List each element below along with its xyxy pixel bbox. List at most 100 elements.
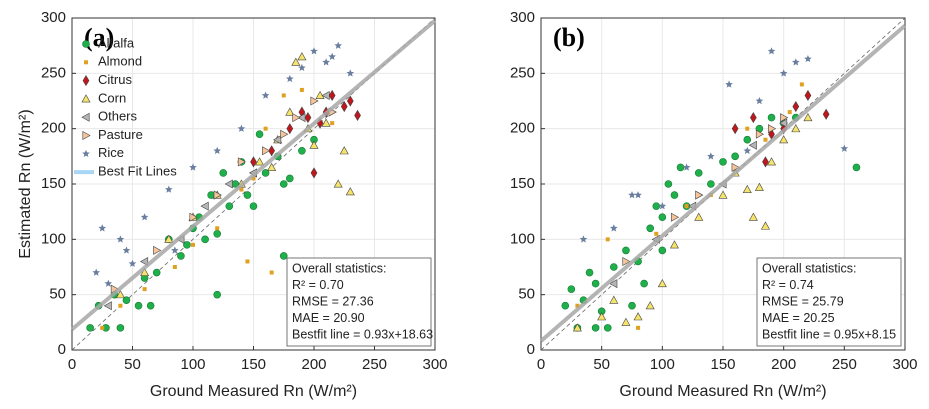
point xyxy=(754,182,764,191)
legend-label: Rice xyxy=(98,145,124,160)
point xyxy=(780,113,789,123)
panel-title: (a) xyxy=(84,23,114,52)
point xyxy=(118,303,123,308)
point xyxy=(742,184,752,194)
stats-text: MAE = 20.25 xyxy=(762,311,835,325)
point xyxy=(654,231,659,236)
x-tick-label: 250 xyxy=(832,356,857,373)
x-tick-label: 50 xyxy=(593,356,610,373)
point xyxy=(621,317,631,326)
point xyxy=(104,279,113,287)
point xyxy=(628,301,636,310)
point xyxy=(255,130,264,138)
point xyxy=(591,279,600,288)
point xyxy=(189,163,197,171)
point xyxy=(731,123,739,135)
point xyxy=(791,124,801,133)
y-tick-label: 150 xyxy=(510,175,535,192)
point xyxy=(322,58,330,66)
legend-marker xyxy=(82,75,90,87)
point xyxy=(346,69,355,77)
x-tick-label: 150 xyxy=(710,356,735,373)
stats-text: Bestfit line = 0.95x+8.15 xyxy=(762,327,896,341)
point xyxy=(334,41,343,49)
point xyxy=(268,145,275,157)
point xyxy=(749,112,757,124)
point xyxy=(251,176,256,181)
point xyxy=(804,89,812,102)
y-tick-label: 50 xyxy=(49,286,66,303)
point xyxy=(676,163,685,172)
point xyxy=(670,191,679,199)
point xyxy=(707,152,715,160)
y-tick-label: 100 xyxy=(510,230,535,247)
point xyxy=(172,265,177,269)
point xyxy=(321,90,330,100)
point xyxy=(636,325,641,330)
y-tick-label: 150 xyxy=(41,175,66,192)
y-tick-label: 200 xyxy=(41,120,66,137)
point xyxy=(575,303,580,308)
point xyxy=(792,100,800,113)
point xyxy=(291,57,301,66)
point xyxy=(748,140,757,150)
point xyxy=(309,140,319,149)
legend-label: Corn xyxy=(98,90,126,105)
point xyxy=(286,123,294,135)
point xyxy=(122,296,131,305)
point xyxy=(628,191,636,199)
point xyxy=(346,95,354,107)
point xyxy=(652,202,661,210)
panel-title: (b) xyxy=(553,23,585,52)
stats-text: RMSE = 25.79 xyxy=(762,294,844,308)
stats-text: Overall statistics: xyxy=(762,261,856,275)
point xyxy=(585,268,594,277)
point xyxy=(572,323,582,332)
point xyxy=(694,212,704,221)
point xyxy=(267,162,277,171)
point xyxy=(315,90,325,99)
point xyxy=(684,204,689,209)
point xyxy=(731,152,739,161)
point xyxy=(707,180,715,188)
x-axis-label: Ground Measured Rn (W/m²) xyxy=(619,383,826,400)
point xyxy=(567,285,576,293)
point xyxy=(261,91,270,99)
point xyxy=(622,246,630,255)
point xyxy=(292,113,301,123)
legend-marker xyxy=(81,112,90,122)
point xyxy=(670,212,680,222)
point xyxy=(603,324,612,332)
point xyxy=(310,167,318,179)
point xyxy=(201,235,209,244)
point xyxy=(100,325,105,330)
point xyxy=(299,87,304,92)
y-axis-label: Estimated Rn (W/m²) xyxy=(17,109,34,258)
point xyxy=(310,96,319,106)
stats-text: MAE = 20.90 xyxy=(292,311,365,325)
point xyxy=(760,221,770,230)
point xyxy=(297,113,306,123)
point xyxy=(269,270,274,275)
legend-label: Alfalfa xyxy=(98,35,135,50)
legend-marker xyxy=(82,130,91,141)
x-tick-label: 100 xyxy=(180,356,205,373)
point xyxy=(695,190,704,200)
point xyxy=(345,187,355,196)
y-tick-label: 300 xyxy=(510,9,535,26)
point xyxy=(321,118,331,127)
point xyxy=(354,109,361,121)
x-tick-label: 300 xyxy=(892,356,917,373)
point xyxy=(755,97,764,105)
x-tick-label: 0 xyxy=(68,356,76,373)
point xyxy=(273,135,282,145)
point xyxy=(633,312,643,321)
legend-label: Citrus xyxy=(98,72,132,87)
point xyxy=(762,156,769,168)
stats-text: R² = 0.70 xyxy=(292,278,344,292)
point xyxy=(340,100,348,113)
legend-label: Best Fit Lines xyxy=(98,164,177,179)
point xyxy=(213,146,222,155)
legend-label: Others xyxy=(98,109,138,124)
y-tick-label: 200 xyxy=(510,120,535,137)
